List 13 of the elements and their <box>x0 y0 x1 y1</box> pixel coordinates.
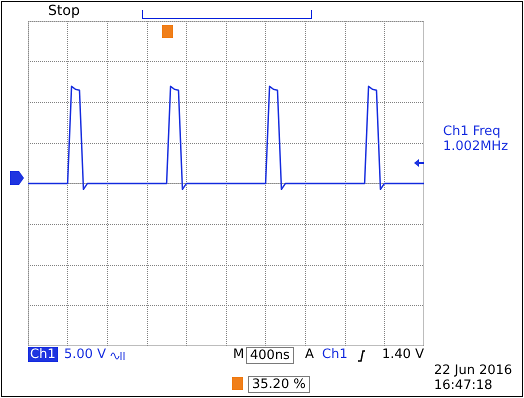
text: Ch1 Freq <box>443 124 501 139</box>
text: 400ns <box>246 347 294 364</box>
text: M <box>233 347 244 362</box>
text: 1.002MHz <box>443 139 508 154</box>
text: 5.00 V <box>64 347 106 362</box>
text: 22 Jun 2016 <box>434 363 512 378</box>
text: Ch1 <box>322 347 348 362</box>
text: Ch1 <box>28 347 58 362</box>
text: 16:47:18 <box>434 378 492 393</box>
text: A <box>305 347 314 362</box>
text: 35.20 % <box>248 376 310 393</box>
text: 1.40 V <box>382 347 424 362</box>
text: Stop <box>48 3 80 19</box>
